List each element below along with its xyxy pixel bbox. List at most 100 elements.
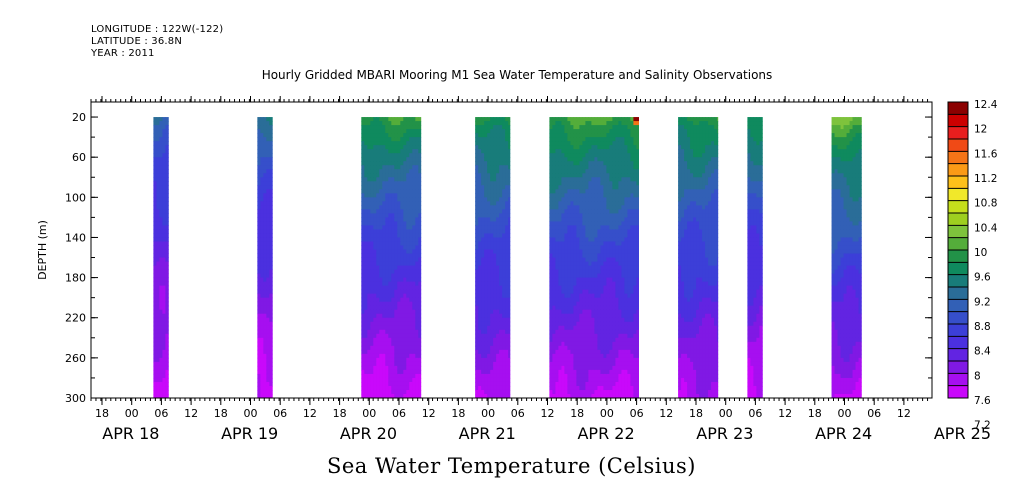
temperature-cell — [558, 157, 562, 162]
temperature-cell — [364, 145, 368, 150]
temperature-cell — [603, 337, 607, 343]
temperature-cell — [162, 317, 166, 323]
temperature-cell — [594, 181, 598, 186]
temperature-cell — [153, 385, 157, 391]
temperature-cell — [260, 329, 264, 335]
temperature-cell — [165, 369, 169, 375]
temperature-cell — [406, 213, 410, 218]
temperature-cell — [367, 241, 371, 246]
temperature-cell — [379, 293, 383, 299]
temperature-cell — [594, 201, 598, 206]
temperature-cell — [153, 313, 157, 319]
temperature-cell — [585, 185, 589, 190]
temperature-cell — [630, 289, 634, 295]
temperature-cell — [376, 277, 380, 283]
temperature-cell — [260, 361, 264, 367]
temperature-cell — [487, 289, 491, 295]
temperature-cell — [373, 145, 377, 150]
temperature-cell — [499, 197, 503, 202]
temperature-cell — [165, 341, 169, 347]
temperature-cell — [624, 153, 628, 158]
temperature-cell — [564, 325, 568, 331]
temperature-cell — [618, 157, 622, 162]
temperature-cell — [585, 125, 589, 130]
temperature-cell — [481, 269, 485, 275]
temperature-cell — [612, 269, 616, 275]
temperature-cell — [156, 365, 160, 371]
temperature-cell — [364, 253, 368, 259]
temperature-cell — [418, 117, 422, 122]
temperature-cell — [570, 125, 574, 130]
temperature-cell — [558, 369, 562, 375]
temperature-cell — [406, 197, 410, 202]
temperature-cell — [361, 285, 365, 291]
temperature-cell — [612, 233, 616, 238]
temperature-cell — [612, 365, 616, 371]
temperature-cell — [588, 149, 592, 154]
temperature-cell — [564, 173, 568, 178]
temperature-cell — [603, 385, 607, 391]
temperature-cell — [394, 249, 398, 255]
temperature-cell — [415, 349, 419, 355]
temperature-cell — [487, 377, 491, 383]
temperature-cell — [475, 161, 479, 166]
temperature-cell — [609, 169, 613, 174]
temperature-cell — [257, 253, 261, 259]
temperature-cell — [576, 285, 580, 291]
temperature-cell — [361, 141, 365, 146]
temperature-cell — [418, 329, 422, 335]
temperature-cell — [361, 309, 365, 315]
temperature-cell — [597, 301, 601, 307]
temperature-cell — [564, 313, 568, 319]
temperature-cell — [403, 145, 407, 150]
temperature-cell — [493, 149, 497, 154]
temperature-cell — [618, 217, 622, 222]
temperature-cell — [397, 381, 401, 387]
temperature-cell — [606, 301, 610, 307]
temperature-cell — [159, 173, 163, 178]
temperature-cell — [412, 173, 416, 178]
temperature-cell — [627, 181, 631, 186]
temperature-cell — [624, 125, 628, 130]
temperature-cell — [263, 153, 267, 158]
temperature-cell — [388, 189, 392, 194]
temperature-cell — [475, 265, 479, 271]
temperature-cell — [624, 381, 628, 387]
temperature-cell — [391, 365, 395, 371]
temperature-cell — [379, 353, 383, 359]
temperature-cell — [156, 253, 160, 259]
temperature-cell — [499, 129, 503, 134]
temperature-cell — [367, 329, 371, 335]
temperature-cell — [493, 225, 497, 230]
temperature-cell — [478, 173, 482, 178]
temperature-cell — [475, 169, 479, 174]
temperature-cell — [594, 117, 598, 122]
temperature-cell — [567, 153, 571, 158]
temperature-cell — [385, 257, 389, 263]
temperature-cell — [508, 369, 511, 375]
temperature-cell — [364, 121, 368, 126]
temperature-cell — [478, 237, 482, 242]
temperature-cell — [361, 353, 365, 359]
temperature-cell — [493, 313, 497, 319]
temperature-cell — [633, 357, 637, 363]
temperature-cell — [388, 277, 392, 283]
temperature-cell — [153, 169, 157, 174]
temperature-cell — [597, 237, 601, 242]
temperature-cell — [567, 341, 571, 347]
temperature-cell — [573, 185, 577, 190]
temperature-cell — [549, 309, 553, 315]
temperature-cell — [412, 389, 416, 395]
temperature-cell — [159, 257, 163, 263]
temperature-cell — [361, 133, 365, 138]
temperature-cell — [412, 369, 416, 375]
temperature-cell — [627, 265, 631, 271]
temperature-cell — [415, 265, 419, 271]
temperature-cell — [597, 285, 601, 291]
temperature-cell — [597, 169, 601, 174]
temperature-cell — [487, 285, 491, 291]
temperature-cell — [594, 137, 598, 142]
temperature-cell — [397, 173, 401, 178]
temperature-cell — [618, 237, 622, 242]
temperature-cell — [552, 125, 556, 130]
